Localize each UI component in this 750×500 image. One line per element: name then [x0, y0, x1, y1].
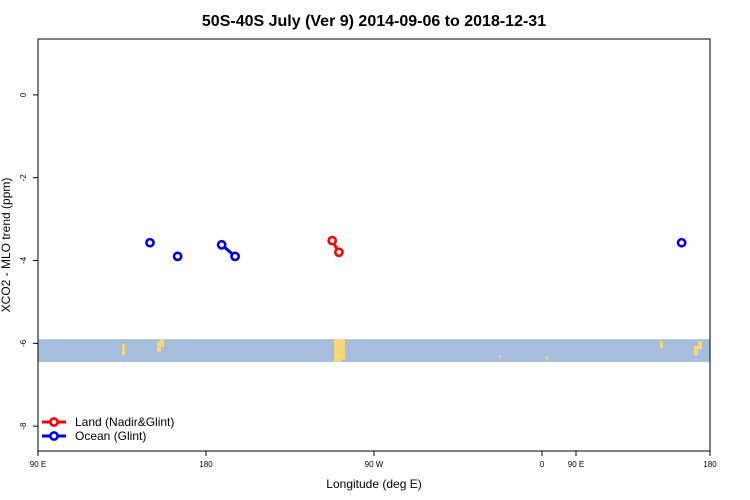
land-mass: [694, 346, 698, 356]
data-point: [327, 235, 338, 246]
series-layer: [145, 235, 687, 262]
y-tick-label: -4: [19, 256, 28, 264]
x-axis-label: Longitude (deg E): [326, 477, 421, 491]
series-ocean: [145, 237, 687, 262]
y-axis-label: XCO2 - MLO trend (ppm): [0, 178, 13, 313]
land-mass: [334, 339, 341, 362]
legend: Land (Nadir&Glint)Ocean (Glint): [42, 415, 174, 443]
land-mass: [499, 355, 501, 358]
y-tick-label: -6: [19, 339, 28, 347]
land-mass: [698, 341, 702, 350]
data-point: [334, 247, 344, 258]
land-mass: [157, 341, 161, 352]
x-axis: 90 E 180 90 W 0 90 E 180: [30, 451, 717, 469]
data-point: [230, 251, 241, 262]
land-mass: [660, 341, 663, 349]
latitude-band: [38, 339, 710, 362]
data-point: [145, 237, 155, 248]
x-tick-label: 0: [540, 460, 545, 469]
x-tick-label: 90 E: [568, 460, 584, 469]
series-land: [327, 235, 344, 258]
data-point: [172, 251, 183, 262]
y-tick-label: -8: [19, 422, 28, 430]
legend-swatch-marker: [49, 417, 59, 427]
y-tick-label: 0: [19, 92, 28, 97]
y-axis: 0 -2 -4 -6 -8: [19, 92, 38, 430]
data-point: [676, 237, 687, 248]
legend-label: Ocean (Glint): [75, 429, 146, 443]
latitude-band-strip: [38, 339, 710, 362]
data-point: [216, 239, 227, 250]
plot-frame: [37, 38, 711, 452]
x-tick-label: 90 W: [365, 460, 384, 469]
land-mass: [546, 356, 548, 360]
chart-title: 50S-40S July (Ver 9) 2014-09-06 to 2018-…: [202, 13, 546, 30]
legend-swatch-marker: [49, 431, 59, 441]
x-tick-label: 180: [703, 460, 717, 469]
x-tick-label: 90 E: [30, 460, 46, 469]
x-tick-label: 180: [199, 460, 213, 469]
land-mass: [160, 339, 164, 348]
y-tick-label: -2: [19, 174, 28, 182]
land-mass: [339, 339, 345, 360]
legend-label: Land (Nadir&Glint): [75, 415, 174, 429]
land-mass: [122, 343, 125, 356]
